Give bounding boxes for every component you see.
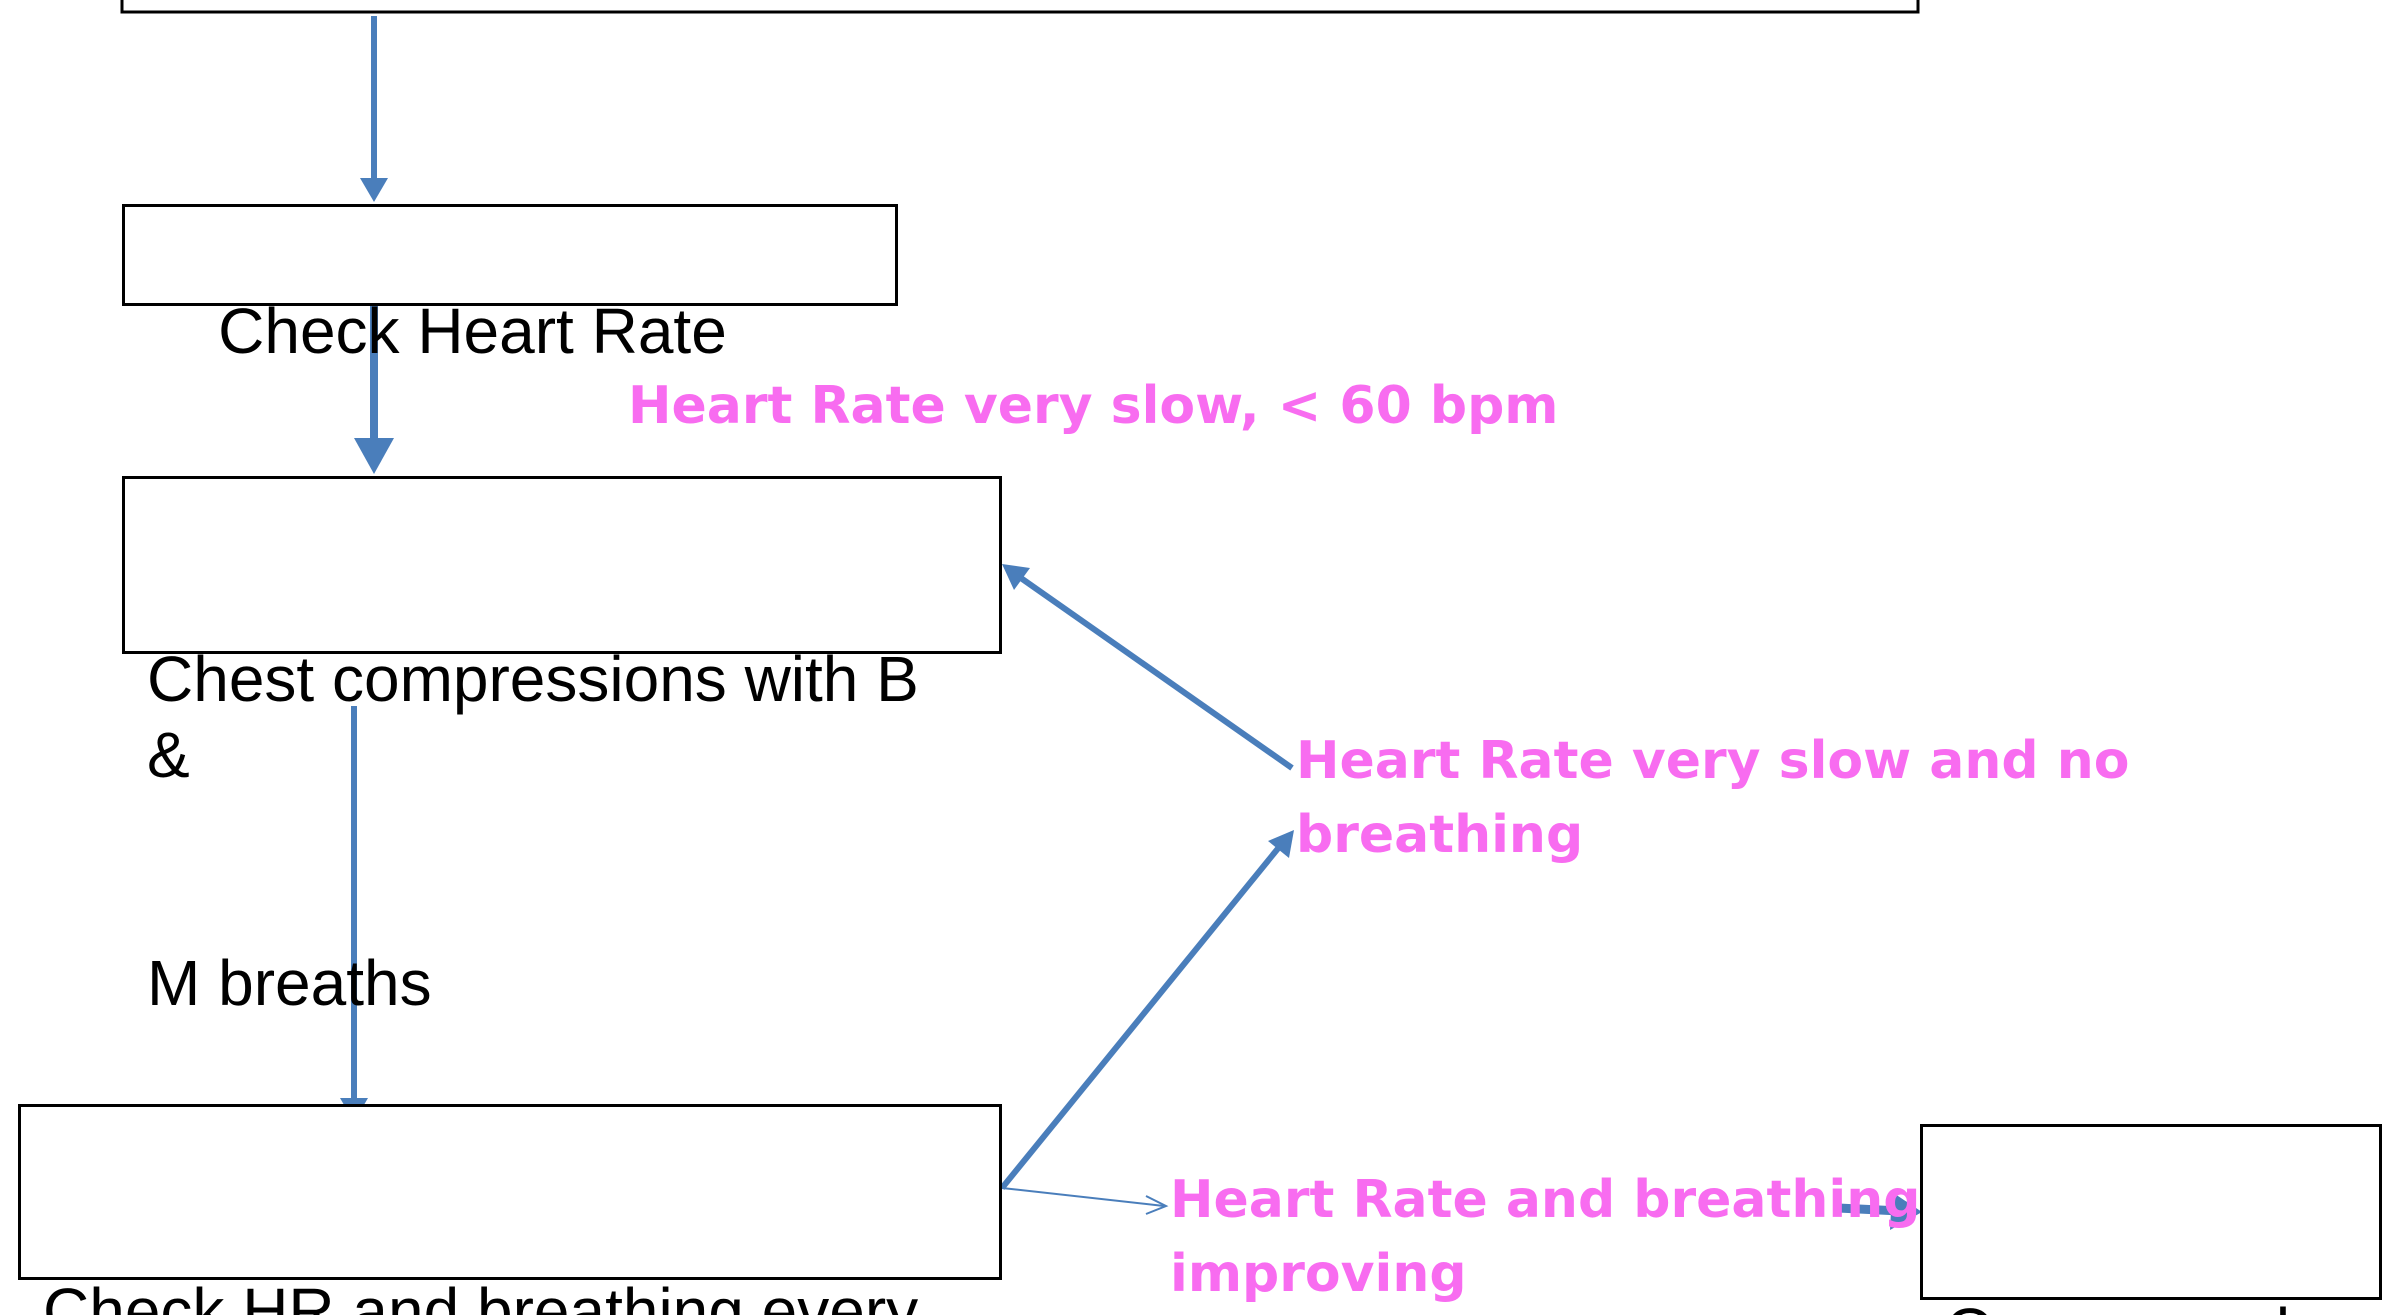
top-box <box>120 0 1920 14</box>
arrow-no-breathing-to-chest-compressions <box>1016 573 1294 771</box>
chest-compressions-text-line1: Chest compressions with B & <box>147 643 937 791</box>
hr-very-slow-label: Heart Rate very slow, < 60 bpm <box>628 376 1559 436</box>
arrowhead-check-heart-rate <box>360 178 388 202</box>
arrowhead-no-breathing <box>1268 830 1294 858</box>
arrow-check-hr-to-improving <box>1001 1187 1165 1207</box>
chest-compressions-box: Chest compressions with B & M breaths <box>122 476 1002 1019</box>
hr-breathing-improving-line2: improving <box>1170 1244 1467 1304</box>
check-heart-rate-text: Check Heart Rate <box>218 295 727 367</box>
hr-slow-no-breathing-label: Heart Rate very slow and no breathing <box>1296 724 2129 872</box>
arrowhead-oxygen <box>1890 1192 1922 1230</box>
hr-slow-no-breathing-line2: breathing <box>1296 805 1584 865</box>
arrowhead-chest-compressions-return <box>1002 564 1030 590</box>
arrowhead-improving <box>1145 1195 1169 1215</box>
arrowhead-chest-compressions <box>354 438 394 474</box>
hr-breathing-improving-line1: Heart Rate and breathing <box>1170 1170 1921 1230</box>
hr-slow-no-breathing-line1: Heart Rate very slow and no <box>1296 731 2130 791</box>
check-heart-rate-box: Check Heart Rate <box>122 204 898 367</box>
check-hr-breathing-box: Check HR and breathing every 1- 2 mins <box>18 1104 1002 1315</box>
oxygen-observe-box: Oxygen and observe <box>1920 1124 2382 1315</box>
check-hr-breathing-text-line1: Check HR and breathing every 1- <box>43 1275 919 1315</box>
hr-breathing-improving-label: Heart Rate and breathing improving <box>1170 1163 1920 1311</box>
oxygen-observe-text-line1: Oxygen and <box>1945 1293 2357 1315</box>
arrow-improving-to-oxygen <box>1837 1203 1901 1216</box>
arrow-check-hr-to-no-breathing <box>999 844 1283 1190</box>
chest-compressions-text-line2: M breaths <box>147 947 432 1019</box>
